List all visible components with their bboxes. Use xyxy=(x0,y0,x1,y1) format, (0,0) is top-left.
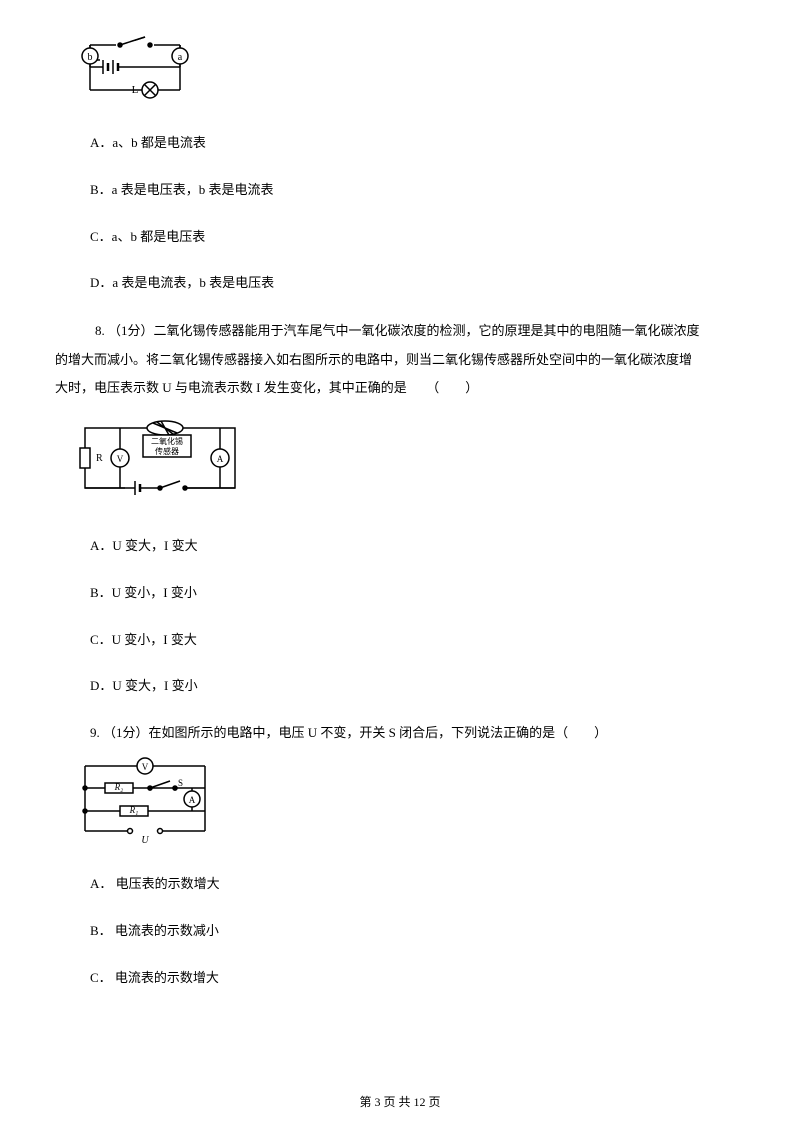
q8-number: 8. xyxy=(95,323,105,338)
q9-option-c: C． 电流表的示数增大 xyxy=(90,960,750,997)
label-S: S xyxy=(178,778,183,788)
q7-option-c: C．a、b 都是电压表 xyxy=(90,219,750,256)
q8-option-a: A．U 变大，I 变大 xyxy=(90,528,750,565)
q7-option-b: B．a 表是电压表，b 表是电流表 xyxy=(90,172,750,209)
q8-option-d: D．U 变大，I 变小 xyxy=(90,668,750,705)
footer-mid: 页 共 xyxy=(380,1095,413,1109)
q9-line: 在如图所示的电路中，电压 U 不变，开关 S 闭合后，下列说法正确的是（ ） xyxy=(149,725,608,740)
label-R2: R₂ xyxy=(114,782,124,792)
q8-points: （1分） xyxy=(108,323,154,338)
q8-circuit-diagram: R V A 二氧化锡 传感器 xyxy=(70,413,750,508)
footer-prefix: 第 xyxy=(359,1095,374,1109)
q7-option-a: A．a、b 都是电流表 xyxy=(90,125,750,162)
q9-text: 9. （1分）在如图所示的电路中，电压 U 不变，开关 S 闭合后，下列说法正确… xyxy=(90,720,750,746)
q9-points: （1分） xyxy=(103,725,149,740)
page-footer: 第 3 页 共 12 页 xyxy=(0,1093,800,1112)
q8-line2: 的增大而减小。将二氧化锡传感器接入如右图所示的电路中，则当二氧化锡传感器所处空间… xyxy=(55,352,692,367)
label-V: V xyxy=(117,454,124,464)
q8-option-b: B．U 变小，I 变小 xyxy=(90,575,750,612)
q8-text: 8. （1分）二氧化锡传感器能用于汽车尾气中一氧化碳浓度的检测，它的原理是其中的… xyxy=(50,317,750,403)
q9-option-b: B． 电流表的示数减小 xyxy=(90,913,750,950)
footer-total: 12 xyxy=(414,1095,426,1109)
label-A: A xyxy=(217,454,224,464)
label-L: L xyxy=(132,84,139,96)
label-sensor1: 二氧化锡 xyxy=(151,436,183,446)
label-R: R xyxy=(96,453,103,464)
q8-option-c: C．U 变小，I 变大 xyxy=(90,622,750,659)
q7-circuit-diagram: b a L xyxy=(70,30,750,105)
q8-line1: 二氧化锡传感器能用于汽车尾气中一氧化碳浓度的检测，它的原理是其中的电阻随一氧化碳… xyxy=(154,323,700,338)
label-A: A xyxy=(189,795,196,805)
label-b: b xyxy=(88,52,93,63)
label-U: U xyxy=(141,835,149,846)
q9-circuit-diagram: V S R₂ R₁ A U xyxy=(70,756,750,846)
label-V: V xyxy=(142,762,149,772)
label-a: a xyxy=(178,52,183,63)
label-R1: R₁ xyxy=(129,805,139,815)
q8-line3: 大时，电压表示数 U 与电流表示数 I 发生变化，其中正确的是 （ ） xyxy=(55,380,478,395)
footer-suffix: 页 xyxy=(426,1095,441,1109)
q7-option-d: D．a 表是电流表，b 表是电压表 xyxy=(90,265,750,302)
q9-number: 9. xyxy=(90,725,100,740)
label-sensor2: 传感器 xyxy=(155,446,179,456)
q9-option-a: A． 电压表的示数增大 xyxy=(90,866,750,903)
